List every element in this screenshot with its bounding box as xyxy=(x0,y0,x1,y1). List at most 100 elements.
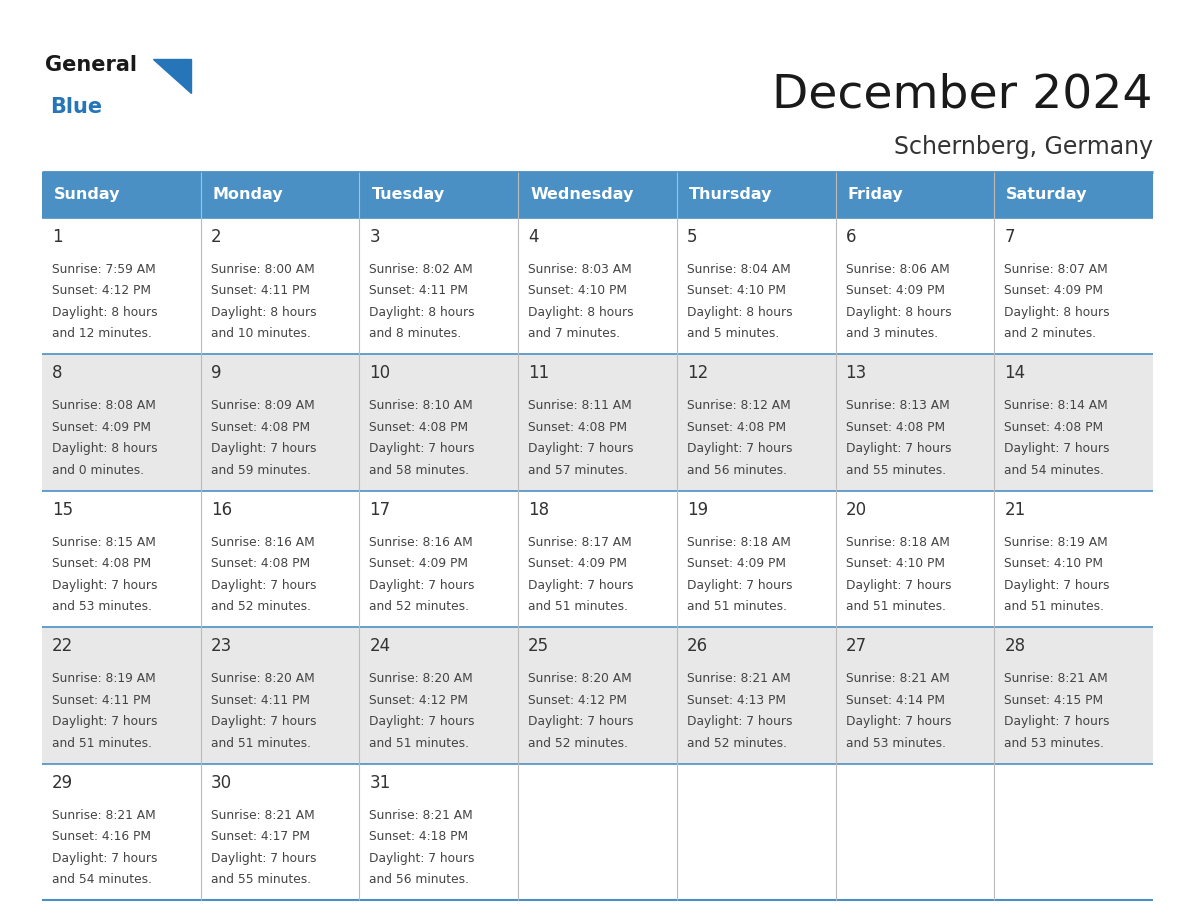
Text: and 5 minutes.: and 5 minutes. xyxy=(687,328,779,341)
Text: Sunrise: 8:20 AM: Sunrise: 8:20 AM xyxy=(369,672,473,685)
Text: Sunset: 4:11 PM: Sunset: 4:11 PM xyxy=(369,285,468,297)
Bar xyxy=(42,218,201,354)
Text: Daylight: 7 hours: Daylight: 7 hours xyxy=(210,852,316,865)
Text: 23: 23 xyxy=(210,637,232,655)
Text: 2: 2 xyxy=(210,228,221,246)
Text: Daylight: 8 hours: Daylight: 8 hours xyxy=(210,306,316,319)
Text: 6: 6 xyxy=(846,228,857,246)
Bar xyxy=(677,354,835,491)
Text: and 55 minutes.: and 55 minutes. xyxy=(210,873,311,886)
Text: Sunset: 4:17 PM: Sunset: 4:17 PM xyxy=(210,830,310,843)
Text: and 0 minutes.: and 0 minutes. xyxy=(52,464,144,476)
Text: and 10 minutes.: and 10 minutes. xyxy=(210,328,310,341)
Polygon shape xyxy=(153,59,191,93)
Text: and 52 minutes.: and 52 minutes. xyxy=(210,600,311,613)
Bar xyxy=(677,491,835,627)
Text: Blue: Blue xyxy=(50,97,102,117)
Text: Sunrise: 8:14 AM: Sunrise: 8:14 AM xyxy=(1004,399,1108,412)
Text: Daylight: 7 hours: Daylight: 7 hours xyxy=(687,715,792,728)
Text: 8: 8 xyxy=(52,364,63,383)
Text: Sunset: 4:08 PM: Sunset: 4:08 PM xyxy=(369,420,468,434)
Bar xyxy=(201,627,360,764)
Text: Wednesday: Wednesday xyxy=(530,187,633,203)
Bar xyxy=(360,627,518,764)
Bar xyxy=(201,491,360,627)
Text: Sunrise: 8:18 AM: Sunrise: 8:18 AM xyxy=(687,536,791,549)
Bar xyxy=(994,491,1154,627)
Bar xyxy=(201,218,360,354)
Text: and 55 minutes.: and 55 minutes. xyxy=(846,464,946,476)
Text: Sunset: 4:09 PM: Sunset: 4:09 PM xyxy=(687,557,785,570)
Bar xyxy=(360,491,518,627)
Text: Sunrise: 8:04 AM: Sunrise: 8:04 AM xyxy=(687,263,790,276)
Text: and 51 minutes.: and 51 minutes. xyxy=(687,600,786,613)
Bar xyxy=(42,627,201,764)
Bar xyxy=(518,218,677,354)
Text: 24: 24 xyxy=(369,637,391,655)
Bar xyxy=(518,491,677,627)
Text: Schernberg, Germany: Schernberg, Germany xyxy=(893,135,1154,159)
Text: Sunset: 4:09 PM: Sunset: 4:09 PM xyxy=(1004,285,1104,297)
Text: Sunrise: 8:00 AM: Sunrise: 8:00 AM xyxy=(210,263,315,276)
Text: and 53 minutes.: and 53 minutes. xyxy=(846,737,946,750)
Text: Sunrise: 8:21 AM: Sunrise: 8:21 AM xyxy=(687,672,790,685)
Text: Sunrise: 8:19 AM: Sunrise: 8:19 AM xyxy=(52,672,156,685)
Text: Sunrise: 8:08 AM: Sunrise: 8:08 AM xyxy=(52,399,156,412)
Text: Sunset: 4:12 PM: Sunset: 4:12 PM xyxy=(529,694,627,707)
Text: Sunrise: 8:12 AM: Sunrise: 8:12 AM xyxy=(687,399,790,412)
Text: 22: 22 xyxy=(52,637,74,655)
Bar xyxy=(835,172,994,218)
Text: 19: 19 xyxy=(687,501,708,519)
Text: Tuesday: Tuesday xyxy=(372,187,444,203)
Text: Sunset: 4:10 PM: Sunset: 4:10 PM xyxy=(846,557,944,570)
Text: Sunset: 4:08 PM: Sunset: 4:08 PM xyxy=(687,420,786,434)
Text: Daylight: 8 hours: Daylight: 8 hours xyxy=(687,306,792,319)
Text: and 51 minutes.: and 51 minutes. xyxy=(1004,600,1105,613)
Text: Daylight: 7 hours: Daylight: 7 hours xyxy=(369,442,475,455)
Text: Sunset: 4:08 PM: Sunset: 4:08 PM xyxy=(52,557,151,570)
Text: Sunset: 4:10 PM: Sunset: 4:10 PM xyxy=(687,285,785,297)
Bar xyxy=(201,172,360,218)
Text: 1: 1 xyxy=(52,228,63,246)
Text: 9: 9 xyxy=(210,364,221,383)
Bar xyxy=(677,218,835,354)
Bar xyxy=(42,764,201,900)
Text: Daylight: 7 hours: Daylight: 7 hours xyxy=(846,579,952,592)
Text: and 54 minutes.: and 54 minutes. xyxy=(52,873,152,886)
Text: Daylight: 8 hours: Daylight: 8 hours xyxy=(529,306,633,319)
Text: and 12 minutes.: and 12 minutes. xyxy=(52,328,152,341)
Bar xyxy=(518,172,677,218)
Text: Daylight: 7 hours: Daylight: 7 hours xyxy=(1004,579,1110,592)
Text: Daylight: 7 hours: Daylight: 7 hours xyxy=(52,579,158,592)
Text: Sunset: 4:09 PM: Sunset: 4:09 PM xyxy=(369,557,468,570)
Text: Daylight: 7 hours: Daylight: 7 hours xyxy=(687,579,792,592)
Text: and 58 minutes.: and 58 minutes. xyxy=(369,464,469,476)
Text: Sunset: 4:09 PM: Sunset: 4:09 PM xyxy=(846,285,944,297)
Bar xyxy=(677,764,835,900)
Bar xyxy=(994,764,1154,900)
Text: Daylight: 7 hours: Daylight: 7 hours xyxy=(210,442,316,455)
Text: and 8 minutes.: and 8 minutes. xyxy=(369,328,462,341)
Text: Sunrise: 8:21 AM: Sunrise: 8:21 AM xyxy=(369,809,473,822)
Text: 14: 14 xyxy=(1004,364,1025,383)
Text: 21: 21 xyxy=(1004,501,1025,519)
Bar xyxy=(201,354,360,491)
Text: Daylight: 7 hours: Daylight: 7 hours xyxy=(210,715,316,728)
Text: 25: 25 xyxy=(529,637,549,655)
Text: Daylight: 7 hours: Daylight: 7 hours xyxy=(529,579,633,592)
Text: 28: 28 xyxy=(1004,637,1025,655)
Text: and 56 minutes.: and 56 minutes. xyxy=(687,464,786,476)
Text: Sunrise: 8:20 AM: Sunrise: 8:20 AM xyxy=(210,672,315,685)
Text: and 52 minutes.: and 52 minutes. xyxy=(687,737,786,750)
Bar xyxy=(994,172,1154,218)
Text: and 52 minutes.: and 52 minutes. xyxy=(529,737,628,750)
Text: Sunset: 4:08 PM: Sunset: 4:08 PM xyxy=(846,420,944,434)
Text: 17: 17 xyxy=(369,501,391,519)
Text: Daylight: 8 hours: Daylight: 8 hours xyxy=(846,306,952,319)
Bar xyxy=(360,218,518,354)
Text: Monday: Monday xyxy=(213,187,284,203)
Text: Daylight: 7 hours: Daylight: 7 hours xyxy=(529,715,633,728)
Text: and 7 minutes.: and 7 minutes. xyxy=(529,328,620,341)
Text: and 51 minutes.: and 51 minutes. xyxy=(529,600,628,613)
Text: and 51 minutes.: and 51 minutes. xyxy=(52,737,152,750)
